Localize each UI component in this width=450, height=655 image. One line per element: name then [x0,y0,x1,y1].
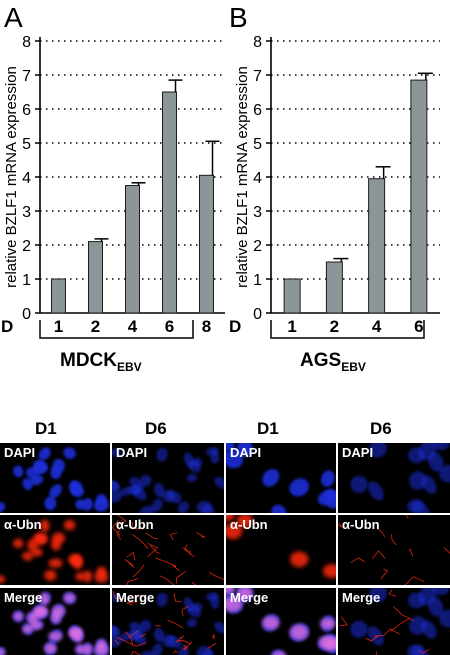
panel-letter-b: B [229,2,248,33]
micrograph-row-label: α-Ubn [342,517,380,532]
y-axis-label: relative BZLF1 mRNA expression [3,66,20,288]
bar-6 [162,91,177,314]
y-axis-label: relative BZLF1 mRNA expression [234,66,251,288]
bar-chart-b: relative BZLF1 mRNA expression 0 1 2 3 4 5 6 7 8 1… [229,34,440,336]
y-tick-label: 0 [253,306,262,323]
micrograph-row-label: DAPI [230,445,261,460]
y-tick-label: 8 [22,34,31,51]
y-tick-label: 5 [253,136,262,153]
bar-4 [368,178,386,314]
bar-6 [410,79,428,314]
micrograph-2-ubn: α-Ubn [112,515,224,585]
y-tick-label: 5 [22,136,31,153]
bar-1 [51,278,66,314]
group-bracket-b: AGSEBV [270,320,425,374]
micrograph-2-merge: Merge [112,588,224,655]
cell-line-label-b: AGSEBV [300,350,366,374]
y-tick-label: 1 [22,272,31,289]
y-tick-label: 3 [22,204,31,221]
x-tick-label: 2 [91,317,100,336]
y-tick-label: 8 [253,34,262,51]
y-tick-label: 0 [22,306,31,323]
micrograph-1-ubn: α-Ubn [0,515,110,585]
y-tick-label: 6 [253,102,262,119]
micrograph-4-ubn: α-Ubn [338,515,450,585]
col-header-2: D6 [145,419,167,438]
y-tick-label: 6 [22,102,31,119]
micrograph-row-label: DAPI [116,445,147,460]
y-tick-label: 3 [253,204,262,221]
micrograph-row-label: Merge [4,590,42,605]
micrograph-row-label: DAPI [4,445,35,460]
col-header-4: D6 [370,419,392,438]
x-axis-label: D [1,317,13,336]
micrograph-row-label: α-Ubn [230,517,268,532]
micrograph-row-label: Merge [230,590,268,605]
group-bracket-a: MDCKEBV [39,320,194,374]
x-tick-label: 6 [414,317,423,336]
x-tick-label: 1 [54,317,63,336]
y-tick-label: 2 [22,238,31,255]
y-tick-label: 2 [253,238,262,255]
panel-letter-a: A [4,2,23,33]
micrograph-3-dapi: DAPI [226,443,336,513]
y-tick-label: 4 [253,170,262,187]
x-tick-label: 6 [165,317,174,336]
x-tick-label: 2 [330,317,339,336]
x-tick-label: 1 [287,317,296,336]
micrograph-4-merge: Merge [338,588,450,655]
x-tick-label: 4 [128,317,138,336]
micrograph-4-dapi: DAPI [338,443,450,513]
micrograph-row-label: Merge [116,590,154,605]
micrograph-row-label: Merge [342,590,380,605]
x-tick-label: 8 [202,317,211,336]
y-tick-label: 7 [22,68,31,85]
micrograph-2-dapi: DAPI [112,443,224,513]
bar-2 [88,241,103,314]
bar-chart-a: relative BZLF1 mRNA expression 0 1 2 3 4 5 6 7 8 1… [1,34,225,336]
bar-2 [325,261,343,314]
bar-1 [283,278,301,314]
micrograph-row-label: α-Ubn [4,517,42,532]
micrograph-1-merge: Merge [0,588,110,655]
micrograph-1-dapi: DAPI [0,443,110,513]
col-header-3: D1 [257,419,279,438]
y-tick-label: 7 [253,68,262,85]
cell-line-label-a: MDCKEBV [60,350,142,374]
x-axis-label: D [229,317,241,336]
micrograph-row-label: DAPI [342,445,373,460]
bar-4 [125,185,140,314]
bar-8 [199,174,214,314]
micrograph-grid: DAPI α-Ubn Merge DAPI α-Ubn Merge DAPI α-Ubn Mer… [0,443,450,655]
micrograph-row-label: α-Ubn [116,517,154,532]
micrograph-3-merge: Merge [226,588,336,655]
micrograph-3-ubn: α-Ubn [226,515,336,585]
col-header-1: D1 [35,419,57,438]
y-tick-label: 4 [22,170,31,187]
x-tick-label: 4 [372,317,382,336]
y-tick-label: 1 [253,272,262,289]
